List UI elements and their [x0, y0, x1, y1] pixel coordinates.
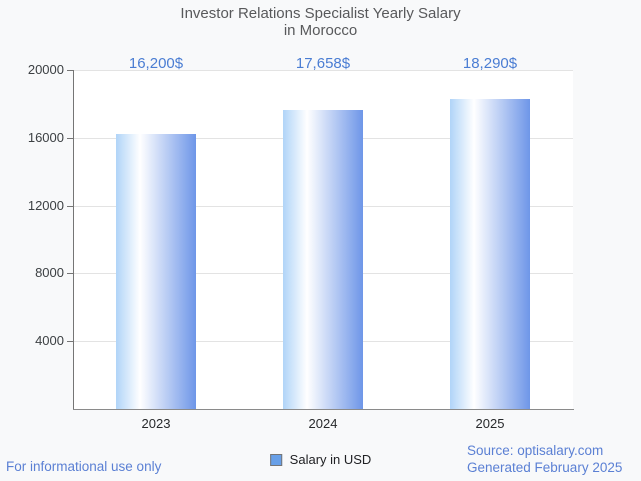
x-tick-label: 2023: [141, 416, 171, 431]
source-block: Source: optisalary.com Generated Februar…: [467, 443, 622, 476]
chart-title: Investor Relations Specialist Yearly Sal…: [0, 5, 641, 39]
chart-title-line1: Investor Relations Specialist Yearly Sal…: [180, 5, 461, 22]
x-axis-line: [73, 409, 574, 410]
y-tick-label: 8000: [35, 265, 64, 280]
y-tick: [67, 70, 73, 71]
y-tick-label: 12000: [27, 198, 64, 213]
generated-text: Generated February 2025: [467, 459, 623, 475]
y-tick: [67, 206, 73, 207]
y-tick-label: 20000: [27, 62, 64, 77]
bar: [116, 134, 196, 409]
legend-square-icon: [269, 453, 282, 466]
bar: [450, 99, 530, 409]
chart-title-line2: in Morocco: [283, 22, 358, 39]
y-axis-line: [73, 70, 74, 409]
x-tick-label: 2025: [475, 416, 505, 431]
x-tick-label: 2024: [308, 416, 338, 431]
y-tick: [67, 341, 73, 342]
gridline: [73, 70, 573, 71]
y-tick: [67, 138, 73, 139]
legend: Salary in USD: [269, 452, 372, 467]
y-tick-label: 4000: [35, 333, 64, 348]
value-label: 17,658$: [295, 55, 351, 72]
y-tick: [67, 273, 73, 274]
bar: [283, 110, 363, 409]
value-label: 16,200$: [128, 55, 184, 72]
plot-area: [73, 70, 573, 409]
y-tick-label: 16000: [27, 130, 64, 145]
disclaimer-text: For informational use only: [6, 459, 162, 474]
source-text: Source: optisalary.com: [467, 443, 604, 458]
value-label: 18,290$: [462, 55, 518, 72]
legend-label: Salary in USD: [289, 452, 372, 467]
